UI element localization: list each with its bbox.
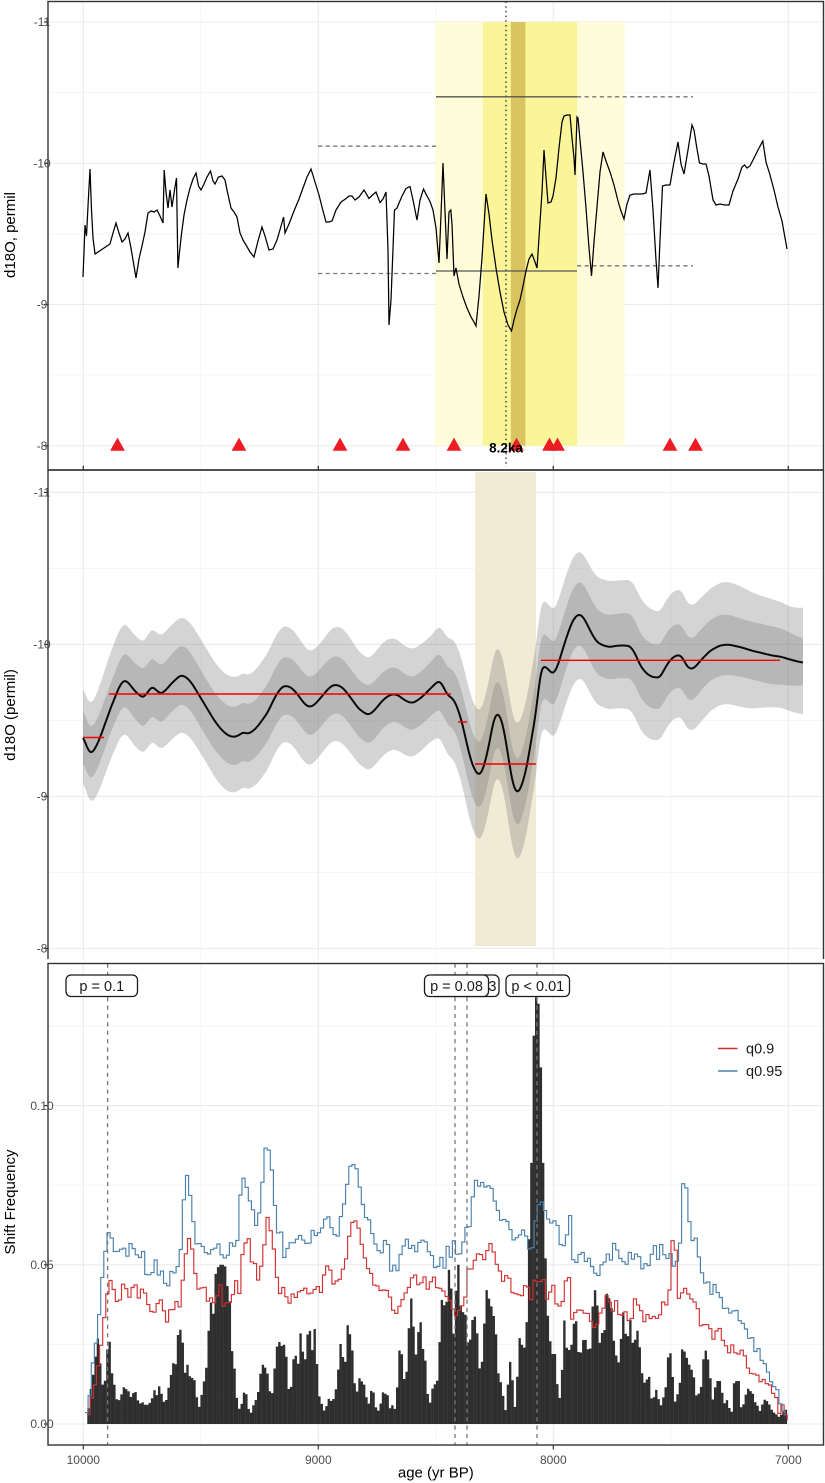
svg-text:8000: 8000 <box>540 1453 567 1467</box>
svg-text:-9: -9 <box>37 298 48 312</box>
svg-text:-11: -11 <box>34 15 51 29</box>
svg-text:9000: 9000 <box>305 1453 332 1467</box>
svg-text:q0.9: q0.9 <box>746 1042 774 1058</box>
svg-text:-8: -8 <box>37 439 48 453</box>
svg-text:7000: 7000 <box>775 1453 802 1467</box>
svg-text:age (yr BP): age (yr BP) <box>398 1465 474 1482</box>
svg-text:Shift Frequency: Shift Frequency <box>2 1149 19 1255</box>
svg-text:0.05: 0.05 <box>30 1258 54 1272</box>
svg-text:-11: -11 <box>34 486 51 500</box>
svg-text:d18O, permil: d18O, permil <box>2 192 19 278</box>
svg-text:-10: -10 <box>33 638 51 652</box>
svg-text:0.00: 0.00 <box>30 1417 54 1431</box>
svg-text:0.10: 0.10 <box>30 1099 54 1113</box>
svg-text:-8: -8 <box>37 942 48 956</box>
svg-text:10000: 10000 <box>67 1453 101 1467</box>
svg-text:8.2ka: 8.2ka <box>489 441 523 456</box>
svg-text:d18O (permil): d18O (permil) <box>2 669 19 761</box>
svg-text:p = 0.08: p = 0.08 <box>430 979 483 995</box>
svg-text:p < 0.01: p < 0.01 <box>511 979 564 995</box>
svg-text:-10: -10 <box>33 157 51 171</box>
svg-text:q0.95: q0.95 <box>746 1064 782 1080</box>
svg-text:p = 0.1: p = 0.1 <box>79 979 124 995</box>
svg-text:-9: -9 <box>37 790 48 804</box>
